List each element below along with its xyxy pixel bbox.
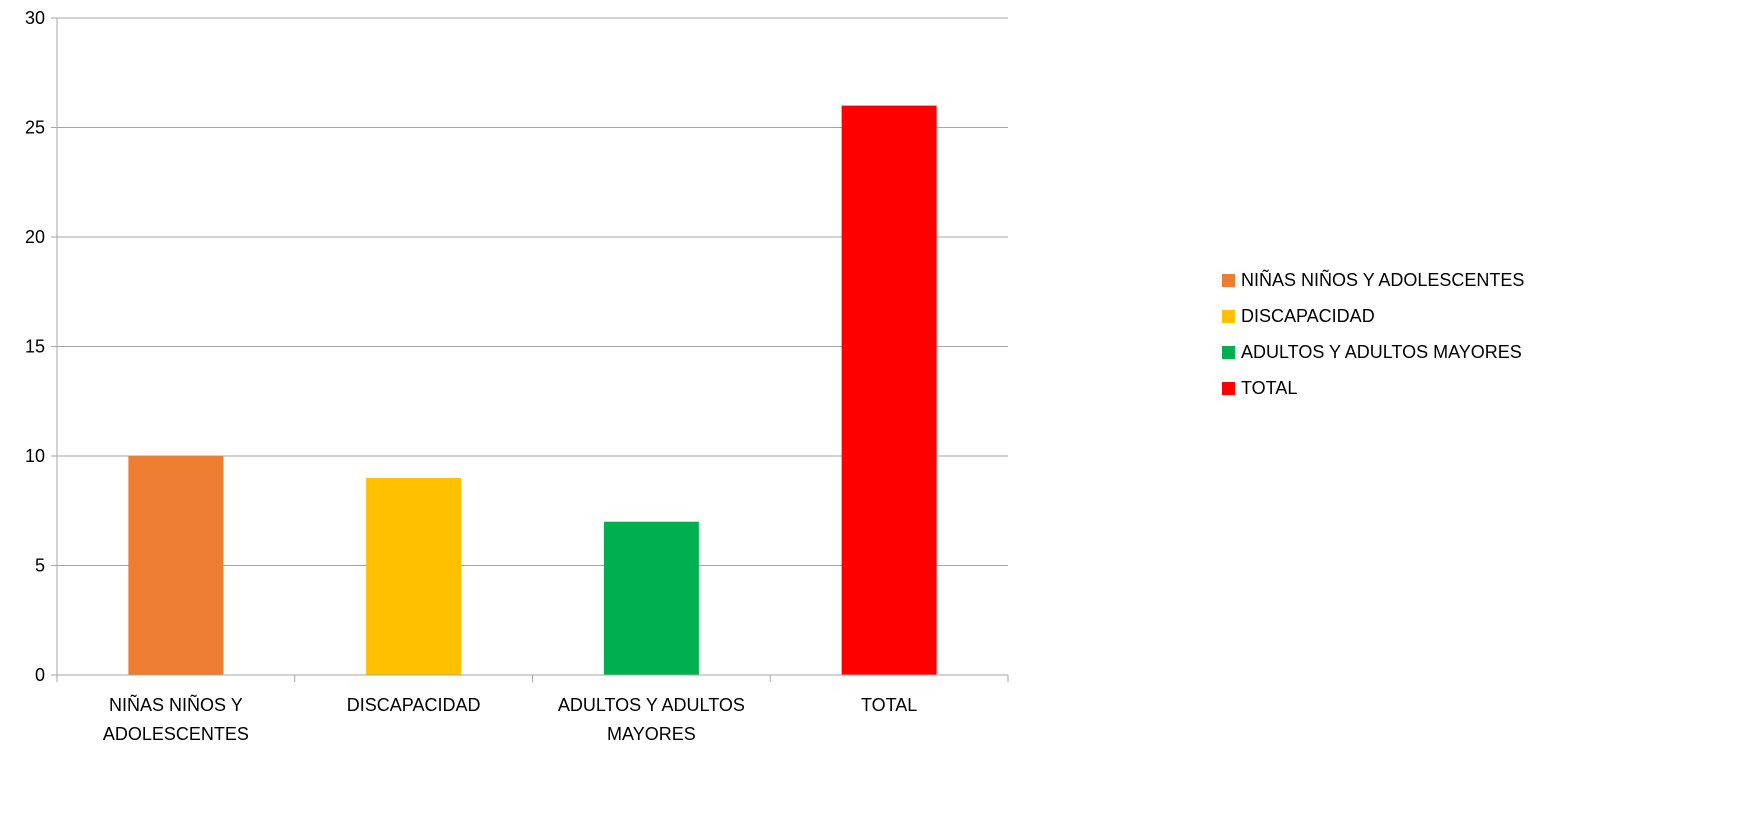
y-tick-label: 15 bbox=[25, 337, 45, 357]
bar bbox=[366, 477, 462, 675]
axes bbox=[51, 17, 1009, 682]
x-tick-label: ADULTOS Y ADULTOS bbox=[558, 695, 745, 715]
legend-label: ADULTOS Y ADULTOS MAYORES bbox=[1241, 341, 1522, 362]
y-tick-label: 30 bbox=[25, 8, 45, 28]
legend-label: DISCAPACIDAD bbox=[1241, 305, 1375, 326]
x-tick-label: NIÑAS NIÑOS Y bbox=[109, 694, 243, 715]
y-tick-label: 10 bbox=[25, 446, 45, 466]
bar bbox=[841, 105, 937, 676]
legend-item: NIÑAS NIÑOS Y ADOLESCENTES bbox=[1222, 262, 1524, 298]
bar bbox=[603, 521, 699, 675]
bars bbox=[128, 105, 937, 676]
legend-item: TOTAL bbox=[1222, 370, 1524, 406]
legend-swatch bbox=[1222, 309, 1235, 323]
y-tick-label: 25 bbox=[25, 118, 45, 138]
x-tick-label: TOTAL bbox=[861, 695, 917, 715]
legend-label: TOTAL bbox=[1241, 377, 1298, 398]
legend-swatch bbox=[1222, 273, 1235, 287]
x-tick-label: ADOLESCENTES bbox=[103, 724, 249, 744]
tick-labels: 0 5 10 15 20 25 30 NIÑAS NIÑOS Y ADOLESCENTES DIS… bbox=[25, 8, 917, 744]
y-tick-label: 5 bbox=[35, 556, 45, 576]
y-tick-label: 0 bbox=[35, 665, 45, 685]
bar bbox=[128, 456, 224, 675]
legend-swatch bbox=[1222, 345, 1235, 359]
legend: NIÑAS NIÑOS Y ADOLESCENTES DISCAPACIDAD … bbox=[1222, 262, 1524, 406]
legend-label: NIÑAS NIÑOS Y ADOLESCENTES bbox=[1241, 269, 1525, 290]
legend-item: ADULTOS Y ADULTOS MAYORES bbox=[1222, 334, 1524, 370]
x-tick-label: MAYORES bbox=[607, 724, 696, 744]
legend-item: DISCAPACIDAD bbox=[1222, 298, 1524, 334]
legend-swatch bbox=[1222, 381, 1235, 395]
x-tick-label: DISCAPACIDAD bbox=[347, 695, 481, 715]
y-tick-label: 20 bbox=[25, 227, 45, 247]
